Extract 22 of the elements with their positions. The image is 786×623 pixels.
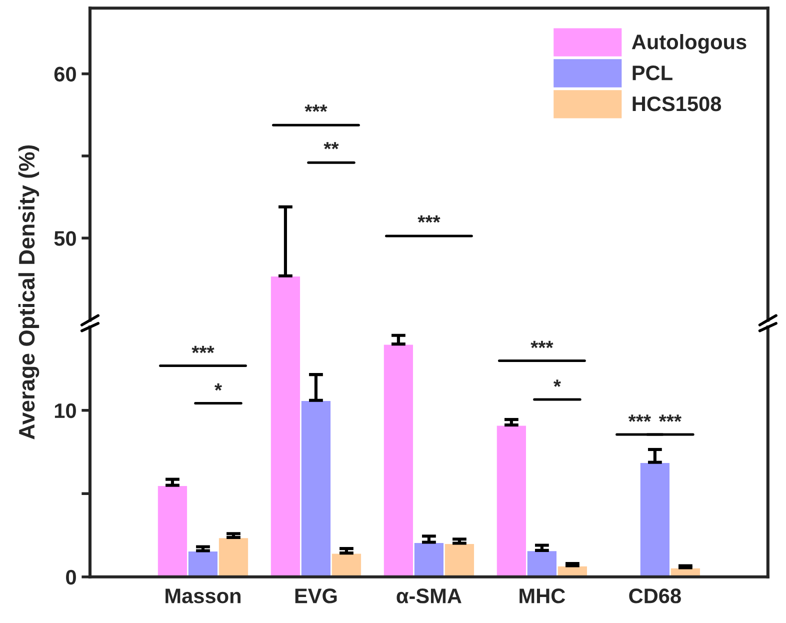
x-tick-label: Masson: [166, 588, 240, 604]
y-tick-label: 0: [66, 570, 76, 585]
annotation: *: [214, 383, 222, 391]
legend-label: HCS1508: [632, 96, 722, 112]
annotation: ***: [192, 346, 214, 354]
annotation: ***: [418, 215, 440, 223]
y-tick-label: 10: [54, 403, 76, 418]
annotation: ***: [530, 340, 554, 348]
y-tick-label: 50: [54, 231, 76, 246]
annotation: ***: [304, 104, 328, 112]
y-axis-title: Average Optical Density (%): [18, 145, 40, 440]
annotation: *: [553, 380, 561, 387]
y-tick-label: 60: [54, 66, 76, 82]
annotation: **: [324, 142, 339, 150]
x-tick-label: EVG: [295, 588, 337, 604]
x-tick-label: MHC: [520, 588, 566, 604]
annotation: ***: [628, 414, 652, 422]
x-tick-label: α-SMA: [396, 588, 462, 604]
legend-label: PCL: [632, 66, 672, 80]
annotation: ***: [658, 414, 682, 422]
legend-label: Autologous: [632, 34, 746, 54]
x-tick-label: CD68: [629, 588, 681, 604]
